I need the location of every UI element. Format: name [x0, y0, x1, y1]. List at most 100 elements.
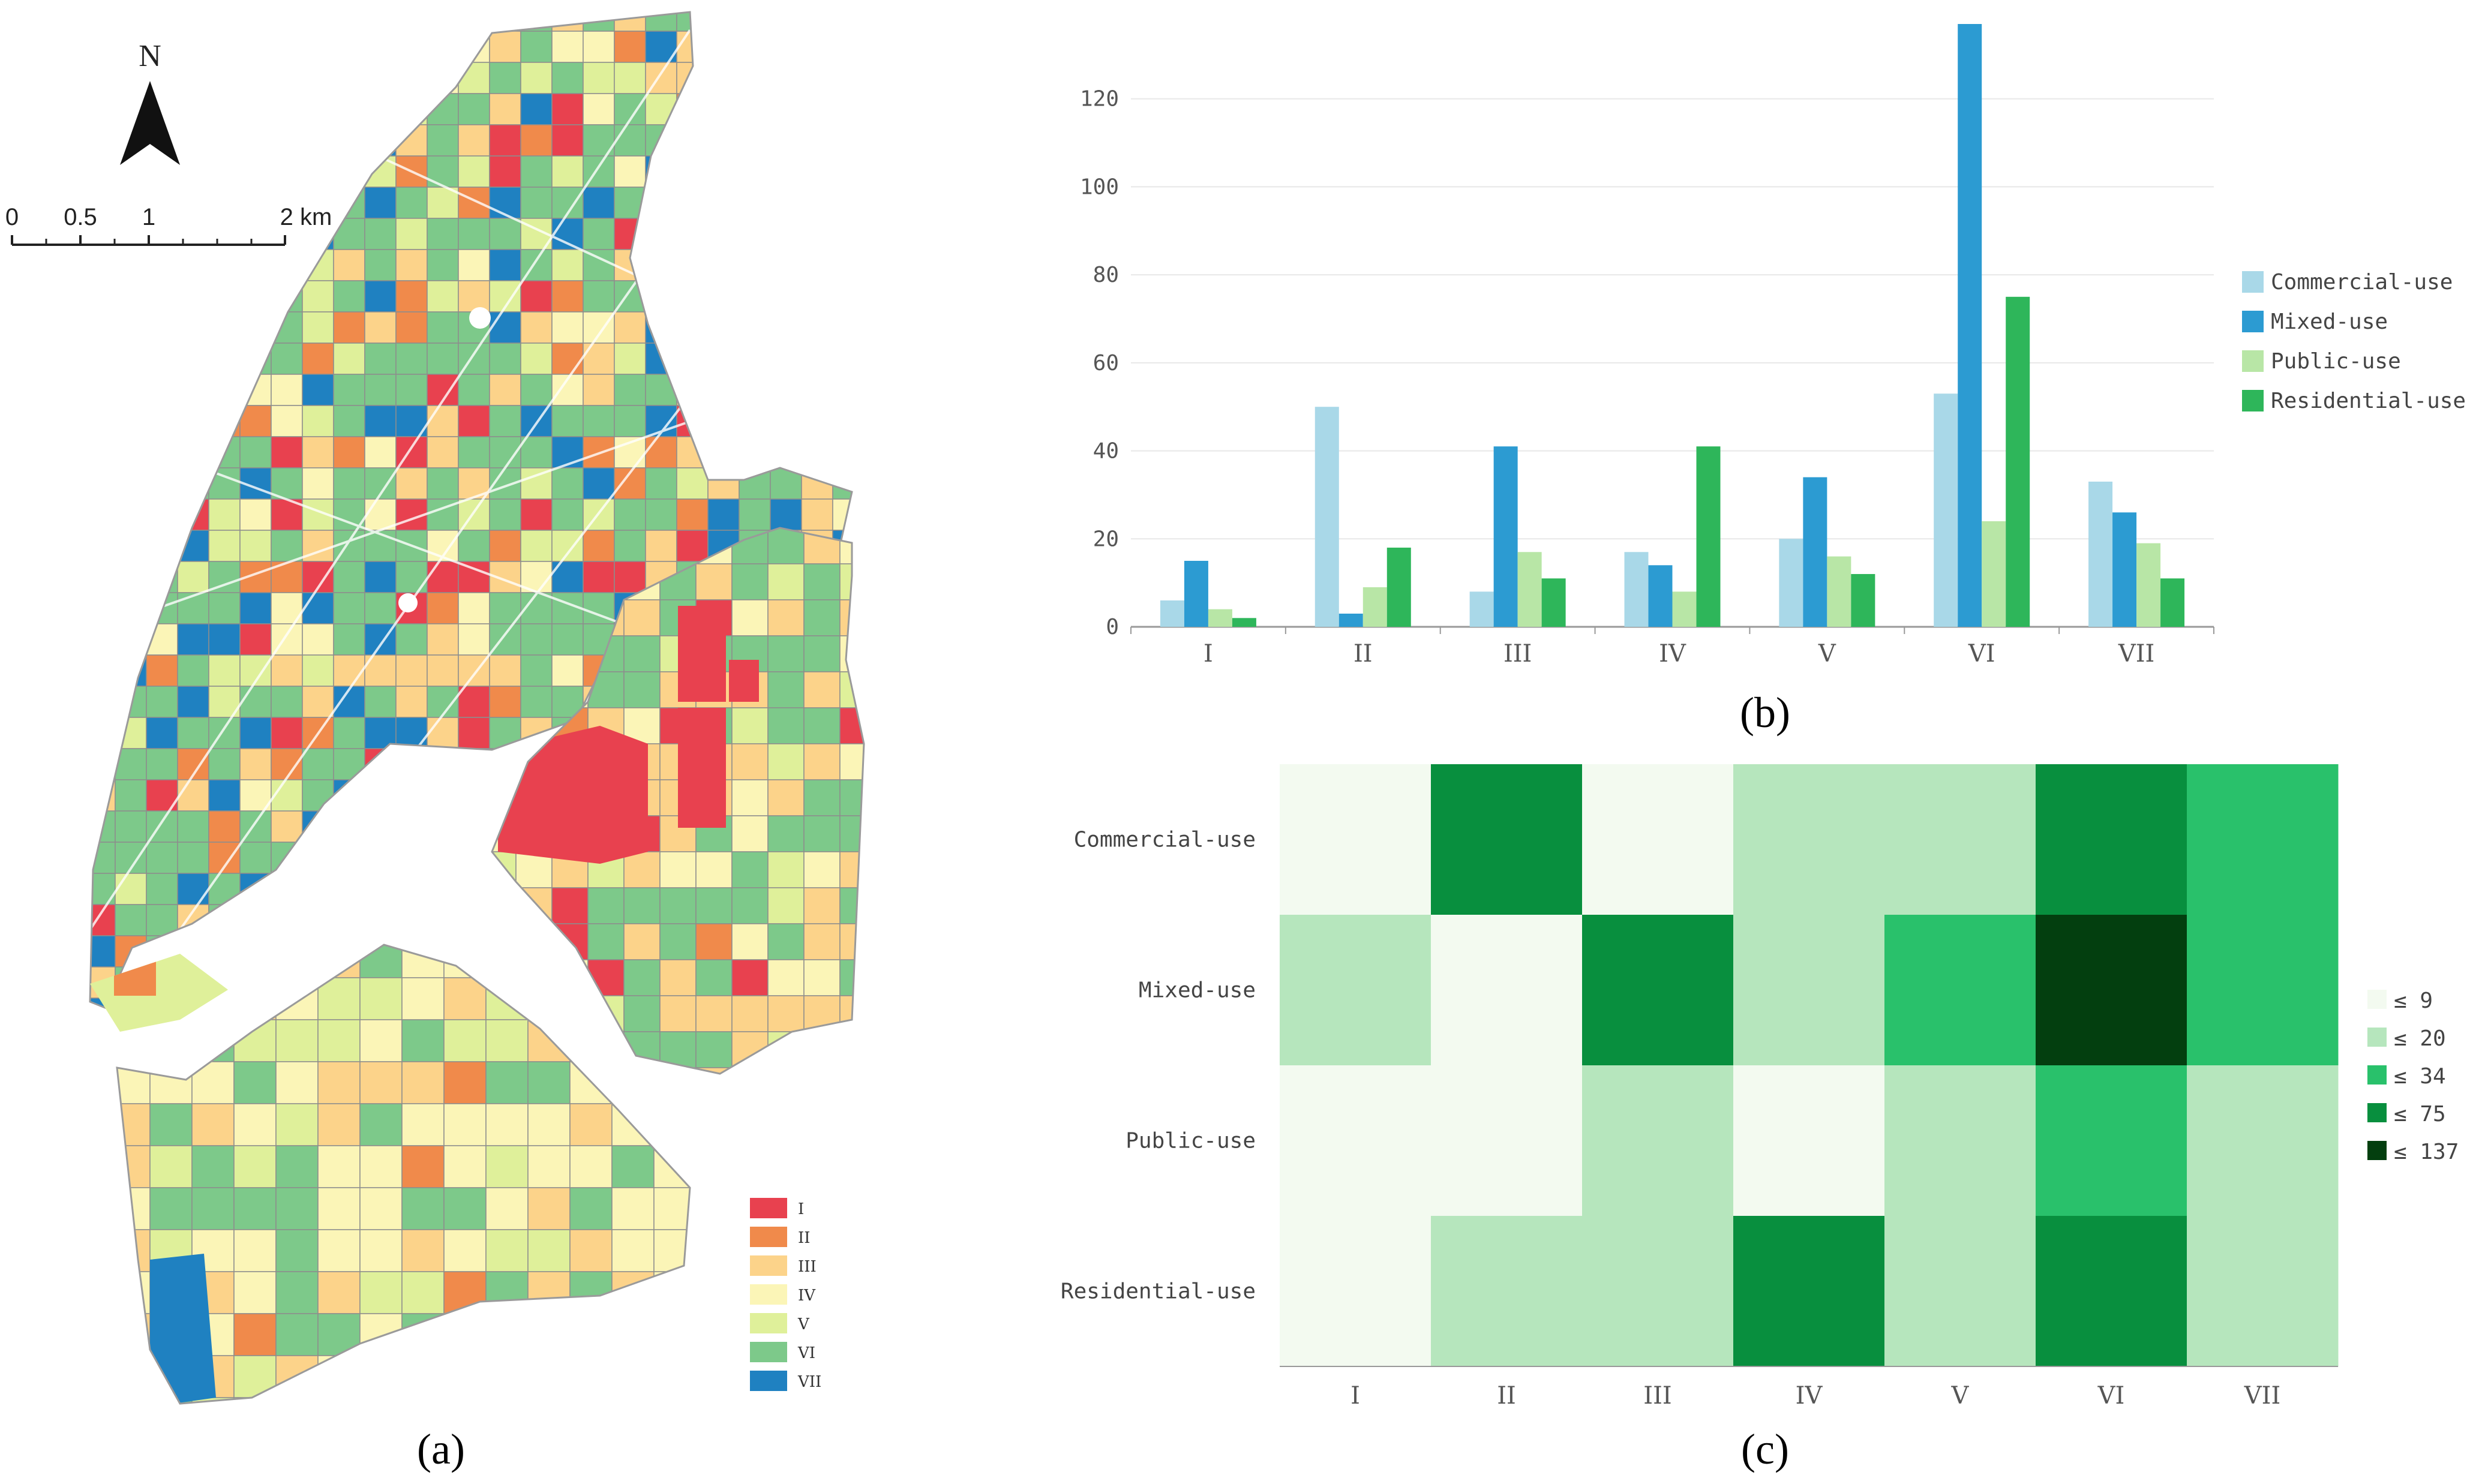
map-parcel [117, 1313, 151, 1356]
map-parcel [239, 842, 272, 874]
map-parcel [177, 810, 209, 843]
map-parcel [117, 1397, 151, 1404]
map-parcel [395, 93, 428, 125]
map-parcel [90, 311, 116, 344]
bar-x-tick-label: I [1204, 640, 1213, 668]
map-parcel [333, 686, 365, 718]
map-parcel [239, 436, 272, 468]
map-parcel [458, 12, 490, 32]
map-parcel [317, 1271, 361, 1314]
map-parcel [146, 498, 178, 531]
map-parcel [645, 124, 677, 157]
bar-y-tick-label: 80 [1093, 263, 1119, 287]
map-parcel [208, 873, 241, 905]
map-parcel [676, 311, 709, 344]
bar-legend-label: Residential-use [2271, 389, 2466, 413]
map-parcel [115, 904, 147, 936]
map-parcel [767, 815, 805, 852]
map-parcel [659, 1067, 697, 1074]
heatmap-row-label: Public-use [1126, 1129, 1256, 1153]
map-parcel [696, 1356, 738, 1398]
map-parcel [731, 707, 769, 744]
map-parcel [233, 977, 277, 1020]
map-parcel [146, 686, 178, 718]
map-parcel [233, 1271, 277, 1314]
bar-x-axis: I II III IV V VI VII [1130, 626, 2214, 668]
map-parcel [395, 561, 428, 593]
map-parcel [587, 887, 625, 924]
map-parcel [659, 923, 697, 960]
map-parcel [302, 654, 334, 687]
map-parcel [645, 218, 677, 250]
map-parcel [614, 374, 646, 406]
map-parcel [489, 686, 521, 718]
map-parcel [427, 311, 459, 344]
map-parcel [427, 592, 459, 624]
map-parcel [233, 1103, 277, 1146]
map-parcel [359, 1019, 403, 1062]
map-parcel [275, 1271, 319, 1314]
map-parcel [271, 873, 303, 905]
map-parcel [653, 1229, 690, 1272]
map-parcel [707, 31, 740, 63]
map-parcel [623, 1067, 661, 1074]
map-parcel [623, 995, 661, 1032]
map-parcel [208, 311, 241, 344]
map-parcel [614, 343, 646, 375]
map-parcel [676, 343, 709, 375]
map-parcel [239, 93, 272, 125]
map-parcel [271, 155, 303, 188]
map-parcel [271, 374, 303, 406]
heatmap-column-label: VI [2097, 1382, 2125, 1410]
map-parcel [485, 1187, 529, 1230]
map-parcel [275, 1397, 319, 1404]
map-legend-swatch [750, 1342, 787, 1362]
map-parcel [427, 873, 459, 905]
map-parcel [676, 374, 709, 406]
map-parcel [146, 155, 178, 188]
map-parcel [551, 966, 584, 999]
map-parcel [271, 904, 303, 936]
map-parcel [317, 977, 361, 1020]
bar-public-use [1208, 609, 1232, 627]
map-parcel [801, 343, 833, 375]
map-parcel [364, 374, 397, 406]
map-parcel [623, 635, 661, 672]
map-parcel [527, 945, 571, 978]
map-parcel [115, 436, 147, 468]
bar-residential-use [2006, 296, 2030, 627]
map-parcel [489, 717, 521, 749]
heatmap-legend-label: ≤ 9 [2394, 989, 2433, 1013]
map-parcel [832, 62, 852, 94]
map-parcel [801, 62, 833, 94]
map-parcel [839, 743, 864, 780]
bar-public-use [1672, 591, 1697, 627]
map-parcel [90, 654, 116, 687]
map-parcel [770, 405, 802, 437]
map-parcel [458, 904, 490, 936]
map-parcel [191, 1187, 235, 1230]
map-parcel [395, 311, 428, 344]
map-parcel [115, 810, 147, 843]
map-parcel [401, 1229, 445, 1272]
map-parcel [520, 623, 553, 656]
map-parcel [515, 959, 553, 996]
map-parcel [302, 311, 334, 344]
map-parcel [90, 935, 116, 968]
map-parcel [364, 561, 397, 593]
map-parcel [614, 12, 646, 32]
bar-mixed-use [1648, 565, 1673, 627]
bar-residential-use [1386, 547, 1411, 627]
map-parcel [395, 374, 428, 406]
map-parcel [364, 12, 397, 32]
map-parcel [520, 187, 553, 219]
map-parcel [551, 249, 584, 281]
map-parcel [177, 374, 209, 406]
map-parcel [427, 904, 459, 936]
map-parcel [275, 1103, 319, 1146]
map-parcel [302, 31, 334, 63]
map-parcel [395, 124, 428, 157]
map-parcel [333, 779, 365, 812]
map-parcel [239, 249, 272, 281]
